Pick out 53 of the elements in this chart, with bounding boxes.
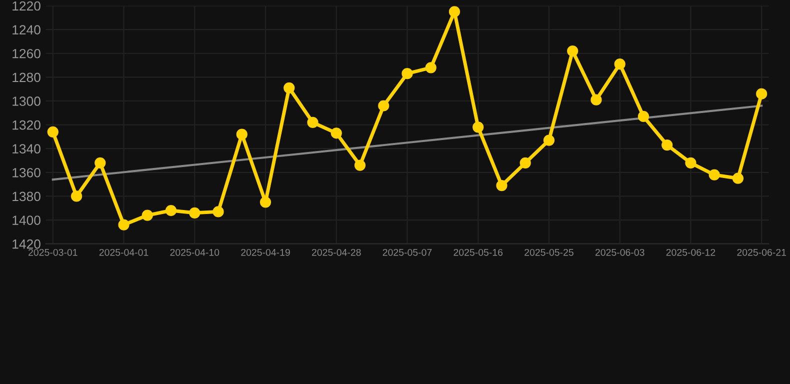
point: [520, 157, 531, 168]
y-tick-label: 1300: [12, 96, 40, 106]
x-tick-label: 2025-04-10: [170, 248, 220, 256]
point: [118, 219, 130, 230]
point: [142, 210, 153, 221]
y-tick-label: 1380: [12, 192, 40, 202]
point: [448, 6, 460, 18]
point: [260, 196, 272, 208]
x-tick-label: 2025-06-03: [595, 248, 644, 256]
x-tick-label: 2025-05-25: [524, 248, 574, 256]
point: [756, 88, 768, 100]
x-tick-label: 2025-06-12: [666, 248, 716, 256]
point: [402, 68, 413, 80]
x-tick-label: 2025-04-19: [241, 248, 290, 256]
y-tick-label: 1340: [12, 144, 40, 154]
point: [212, 206, 224, 218]
point: [307, 116, 318, 128]
point: [732, 172, 744, 184]
point: [189, 207, 200, 218]
point: [685, 157, 696, 168]
y-tick-label: 1320: [12, 120, 40, 130]
point: [472, 122, 484, 133]
point: [567, 45, 578, 57]
point: [662, 139, 673, 151]
x-tick-label: 2025-06-21: [737, 248, 786, 256]
point: [590, 94, 602, 106]
y-tick-label: 1260: [12, 48, 40, 58]
x-tick-label: 2025-04-28: [312, 248, 361, 256]
y-tick-label: 1220: [12, 1, 40, 11]
y-tick-label: 1280: [12, 72, 40, 82]
point: [165, 204, 177, 216]
x-tick-label: 2025-05-16: [454, 248, 503, 256]
point: [284, 82, 295, 94]
point: [638, 110, 650, 122]
point: [330, 128, 342, 139]
point: [496, 180, 508, 192]
x-tick-label: 2025-05-07: [382, 248, 432, 256]
point: [354, 160, 366, 171]
point: [543, 134, 555, 146]
point: [236, 128, 248, 140]
y-tick-label: 1360: [12, 168, 40, 178]
point: [708, 169, 720, 180]
point: [94, 157, 106, 168]
point: [614, 58, 626, 70]
x-tick-label: 2025-04-01: [99, 248, 148, 256]
x-tick-label: 2025-03-01: [28, 248, 78, 256]
point: [378, 100, 390, 112]
y-tick-label: 1420: [12, 239, 40, 249]
y-tick-label: 1400: [12, 216, 40, 225]
point: [425, 62, 436, 74]
point: [47, 126, 58, 138]
point: [70, 190, 82, 202]
y-tick-label: 1240: [12, 25, 40, 34]
